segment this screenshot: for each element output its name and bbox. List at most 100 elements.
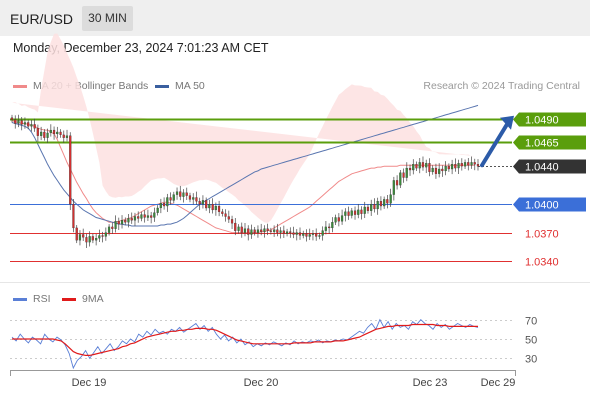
candle-body: [10, 117, 14, 120]
rsi-tick-label-70: 70: [525, 316, 537, 328]
candle-body: [383, 199, 386, 207]
candle-body: [357, 209, 360, 215]
candle-body: [447, 166, 450, 170]
forecast-arrow-shaft: [480, 120, 510, 168]
candle-body: [476, 164, 480, 167]
candle-body: [175, 191, 179, 195]
candle-body: [104, 232, 107, 237]
chart-header: EUR/USD 30 MIN: [0, 0, 590, 36]
candle-body: [360, 209, 363, 214]
candle-body: [46, 132, 49, 138]
candle-body: [205, 200, 208, 209]
x-tick-label-Dec-29: Dec 29: [481, 377, 516, 389]
candle-body: [17, 120, 20, 124]
candle-body: [143, 214, 146, 218]
candle-body: [43, 131, 46, 138]
candle-body: [363, 206, 366, 214]
candle-body: [14, 119, 17, 124]
candle-body: [279, 230, 282, 233]
level-tag-1.0440: [513, 159, 586, 174]
rsi-tick-label-50: 50: [525, 335, 537, 347]
candle-body: [256, 229, 260, 233]
legend-label-9ma: 9MA: [82, 293, 104, 305]
candle-body: [434, 167, 438, 174]
candle-body: [425, 163, 428, 168]
legend-label-rsi: RSI: [33, 293, 51, 305]
candle-body: [182, 192, 185, 197]
candle-body: [133, 216, 137, 221]
rsi-line: [11, 318, 479, 370]
candle-body: [302, 233, 305, 236]
candle-body: [441, 168, 444, 172]
candle-body: [295, 232, 298, 235]
candle-body: [350, 210, 353, 216]
candle-body: [408, 167, 412, 171]
candle-body: [328, 226, 331, 229]
level-label-1.0340: 1.0340: [525, 257, 559, 269]
key-levels: [10, 118, 512, 262]
candle-body: [389, 194, 392, 204]
candle-body: [428, 163, 431, 172]
candle-body: [107, 226, 111, 233]
candle-body: [169, 197, 172, 201]
x-tick-label-Dec-23: Dec 23: [413, 377, 448, 389]
candle-body: [23, 122, 27, 125]
legend-swatch-rsi: [13, 298, 27, 301]
candle-body: [379, 201, 383, 207]
candle-body: [98, 235, 101, 239]
candle-body: [324, 226, 327, 231]
candle-body: [395, 180, 399, 186]
candle-body: [159, 203, 162, 209]
timeframe-button[interactable]: 30 MIN: [82, 6, 133, 31]
candle-body: [36, 128, 39, 136]
candle-body: [405, 167, 408, 178]
candle-body: [318, 235, 321, 237]
candle-body: [127, 218, 130, 223]
candle-body: [111, 226, 114, 229]
ma50-line: [11, 104, 479, 227]
candle-body: [69, 135, 72, 205]
candle-body: [20, 120, 23, 125]
candle-body: [315, 233, 318, 237]
forecast-arrow: [480, 115, 514, 168]
candle-body: [392, 180, 395, 195]
candle-body: [156, 207, 159, 213]
candle-body: [40, 131, 43, 136]
candle-body: [340, 215, 344, 222]
credit-text: Research © 2024 Trading Central: [423, 80, 580, 92]
candle-body: [282, 230, 285, 234]
candle-body: [353, 210, 357, 215]
candle-body: [72, 204, 75, 229]
candle-body: [247, 228, 250, 235]
candle-body: [467, 162, 470, 166]
candle-body: [75, 227, 78, 241]
candle-body: [421, 162, 425, 168]
candle-body: [243, 228, 247, 233]
candle-body: [470, 162, 473, 166]
candle-body: [56, 131, 59, 135]
candle-body: [124, 220, 127, 223]
candle-body: [412, 164, 415, 171]
candle-body: [253, 229, 256, 233]
candle-body: [373, 204, 376, 210]
candle-body: [162, 203, 166, 207]
candle-body: [101, 235, 104, 237]
level-tag-1.0465: [513, 135, 586, 150]
legend-swatch-9ma: [62, 298, 76, 301]
candle-body: [114, 221, 117, 229]
candle-body: [146, 215, 150, 218]
bollinger-band-area: [12, 33, 475, 223]
candle-body: [438, 168, 441, 174]
candle-body: [344, 211, 347, 216]
candle-body: [337, 217, 340, 222]
candle-body: [52, 129, 56, 135]
candle-body: [166, 197, 169, 207]
candle-body: [263, 228, 266, 232]
candle-body: [457, 163, 460, 169]
candle-body: [292, 232, 295, 235]
candle-body: [305, 233, 308, 237]
candle-body: [95, 238, 98, 241]
timestamp: Monday, December 23, 2024 7:01:23 AM CET: [13, 41, 269, 55]
candle-body: [266, 228, 269, 231]
